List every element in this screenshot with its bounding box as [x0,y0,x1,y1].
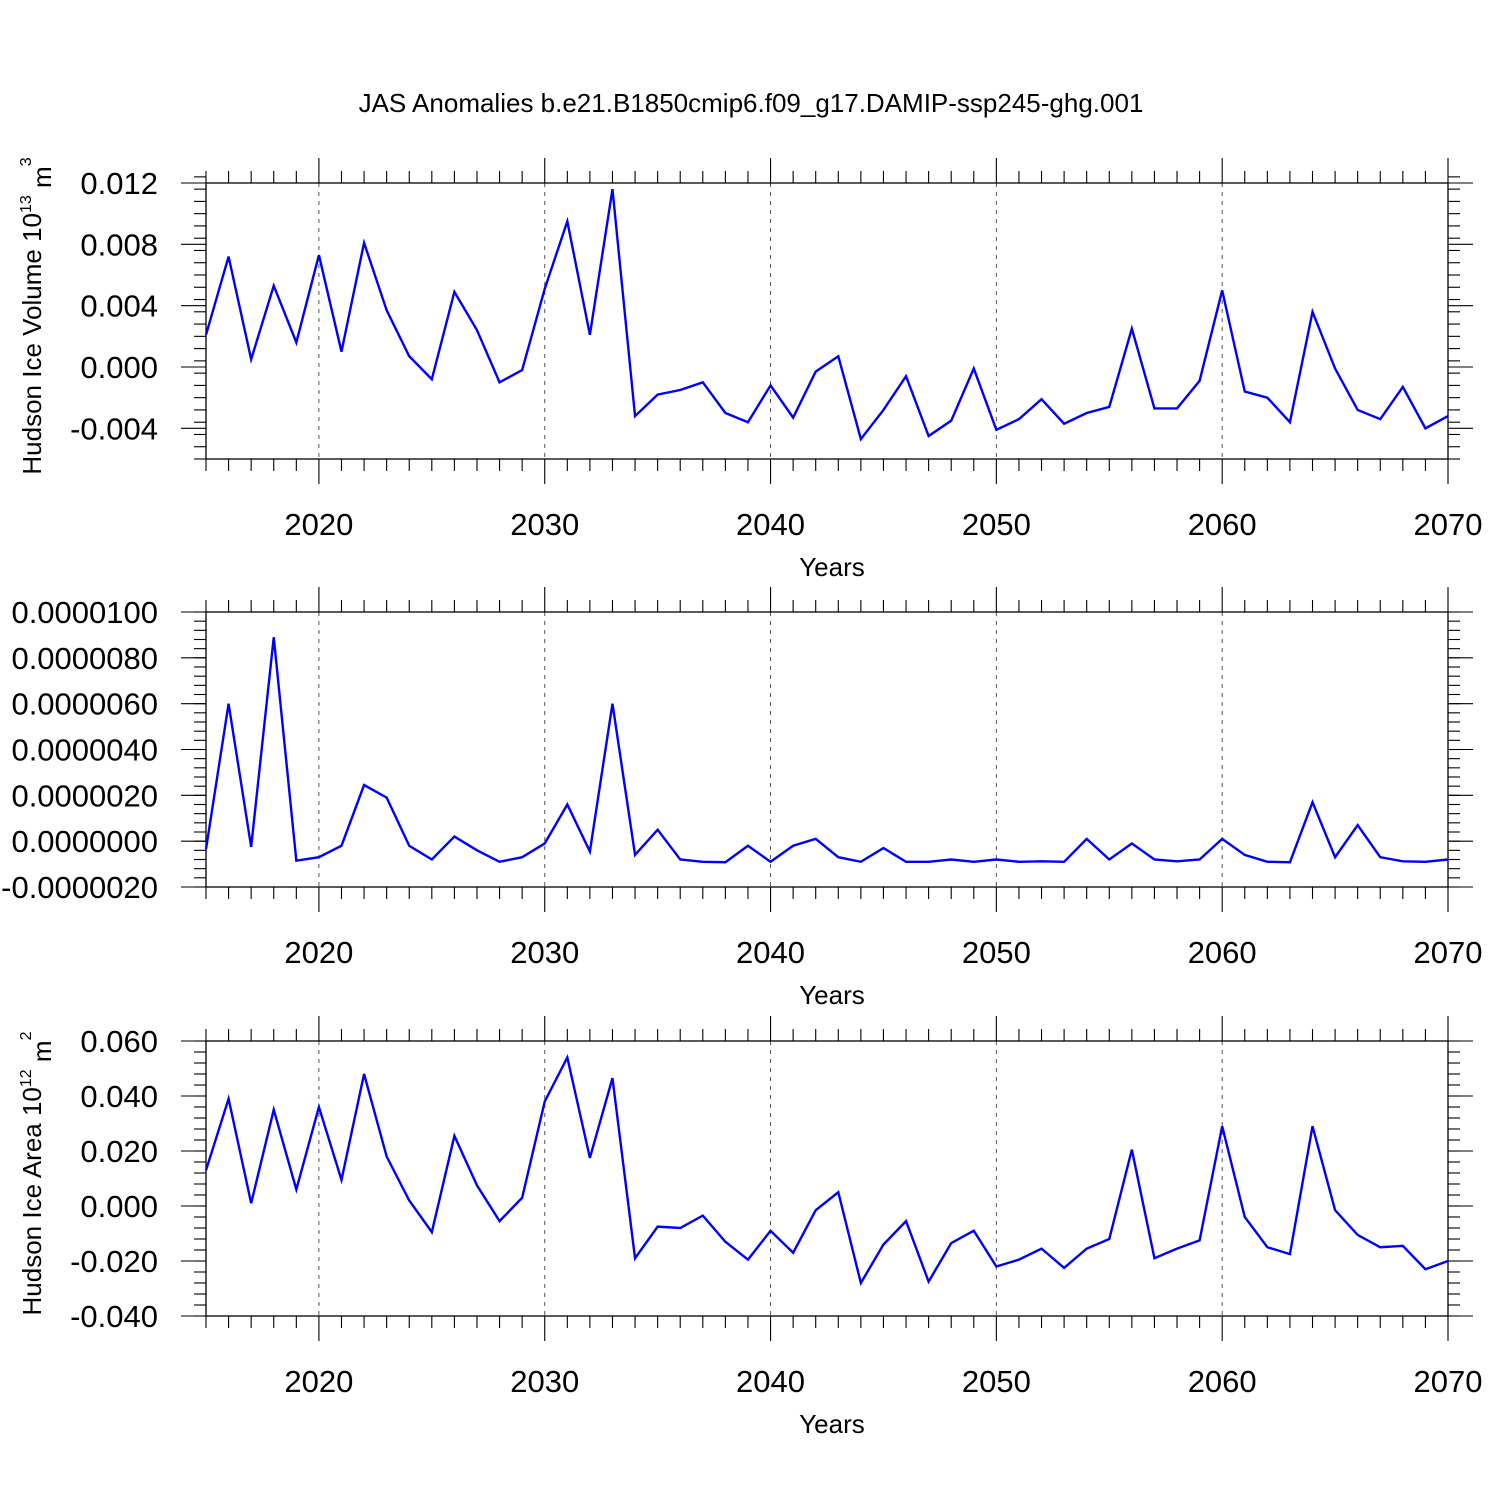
series-line [204,637,1449,864]
y-tick-label: 0.004 [80,289,158,324]
plot-frame [205,182,1449,460]
y-axis-label: Hudson Ice Volume 1013 m3 [17,157,57,474]
panel-3: 2020 2030 2040 2050 2060 2070 Years -0.040 -0.02… [17,1016,1482,1439]
y-tick-label: 0.040 [80,1079,158,1114]
y-tick-label: 0.0000000 [11,824,158,859]
x-tick-label: 2060 [1188,507,1257,542]
y-axis-label-ylabel-unit: m [27,1040,57,1069]
y-axis-label-ylabel-exp: 12 [18,1069,35,1087]
y-tick-label: 0.0000040 [11,733,158,768]
y-axis-label-ylabel-exp: 13 [18,195,35,213]
y-tick-label: -0.020 [70,1244,158,1279]
plot-frame [205,1040,1449,1317]
x-tick-label: 2040 [736,1364,805,1399]
x-tick-label: 2020 [284,507,353,542]
x-tick-label: 2030 [510,935,579,970]
x-tick-label: 2020 [284,1364,353,1399]
x-tick-label: 2070 [1414,1364,1483,1399]
y-tick-label: -0.004 [70,411,158,446]
y-axis-label-ylabel-unit: m [27,166,57,195]
x-tick-label: 2040 [736,507,805,542]
y-tick-label: 0.0000020 [11,778,158,813]
x-tick-label: 2050 [962,935,1031,970]
panel-2: 2020 2030 2040 2050 2060 2070 Years -0.0000020 0… [1,587,1482,1010]
x-tick-label: 2050 [962,1364,1031,1399]
x-axis-label: Years [799,1409,865,1439]
y-axis-label-ylabel: Hudson Ice Volume 10 [17,213,47,475]
series-line [204,1054,1449,1287]
y-tick-label: -0.040 [70,1299,158,1334]
x-axis-label: Years [799,980,865,1010]
x-tick-label: 2030 [510,1364,579,1399]
x-tick-label: 2020 [284,935,353,970]
y-tick-label: 0.020 [80,1134,158,1169]
y-tick-label: 0.060 [80,1024,158,1059]
y-tick-label: 0.0000060 [11,687,158,722]
y-axis-label-ylabel-unit-exp: 3 [18,157,35,166]
y-tick-label: 0.000 [80,1189,158,1224]
x-tick-label: 2050 [962,507,1031,542]
x-tick-label: 2060 [1188,1364,1257,1399]
plot-frame [205,611,1449,888]
chart-title: JAS Anomalies b.e21.B1850cmip6.f09_g17.D… [359,88,1144,118]
y-axis-label: Hudson Ice Area 1012 m2 [17,1031,57,1315]
y-axis-label-ylabel: Hudson Ice Area 10 [17,1087,47,1315]
y-tick-label: 0.012 [80,166,158,201]
x-axis-label: Years [799,552,865,582]
x-tick-label: 2030 [510,507,579,542]
y-tick-label: 0.0000100 [11,595,158,630]
x-tick-label: 2060 [1188,935,1257,970]
panel-1: 2020 2030 2040 2050 2060 2070 Years -0.004 0.000… [17,157,1482,582]
x-tick-label: 2070 [1414,935,1483,970]
x-tick-label: 2070 [1414,507,1483,542]
y-tick-label: -0.0000020 [1,870,158,905]
y-tick-label: 0.008 [80,227,158,262]
series-line [204,188,1449,442]
y-tick-label: 0.000 [80,350,158,385]
y-axis-label-ylabel-unit-exp: 2 [18,1031,35,1040]
x-tick-label: 2040 [736,935,805,970]
y-tick-label: 0.0000080 [11,641,158,676]
